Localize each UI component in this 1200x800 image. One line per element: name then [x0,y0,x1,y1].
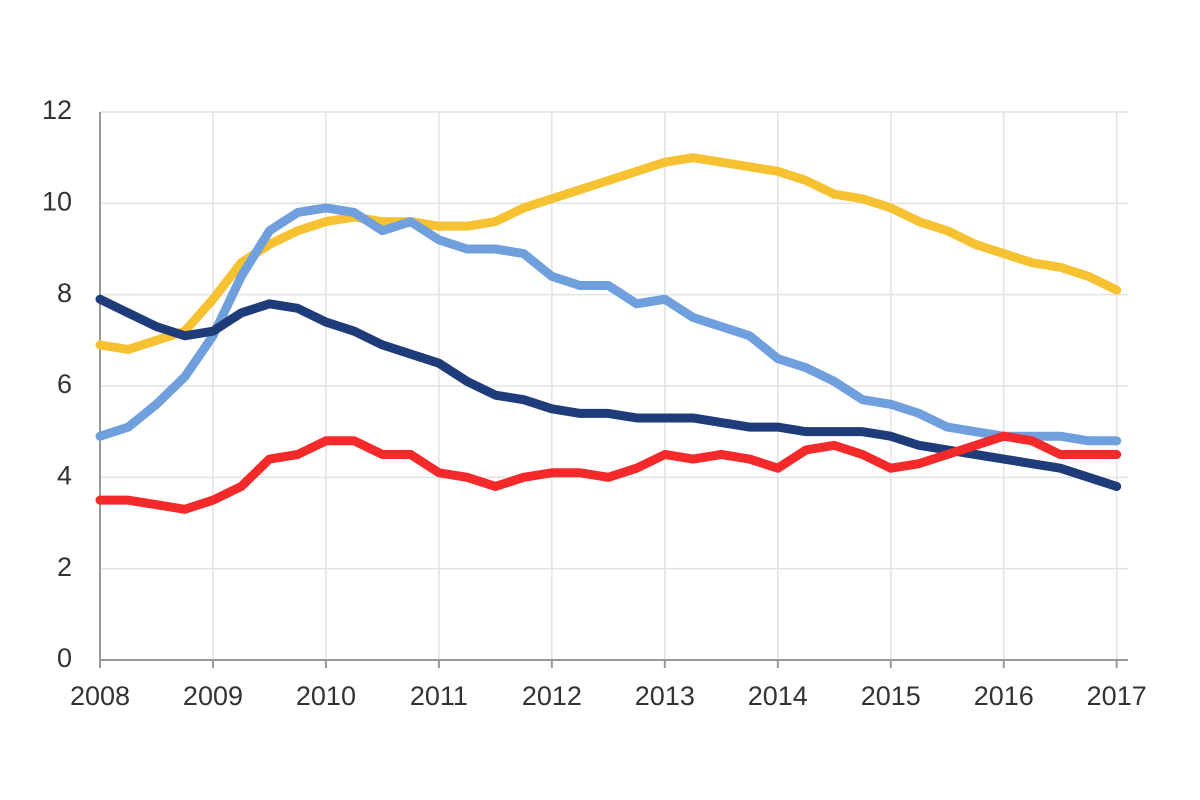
grid [99,111,1128,661]
x-tick-label: 2008 [70,681,130,711]
line-series [95,294,1122,491]
line-series [95,431,1122,514]
y-tick-label: 2 [57,552,72,582]
y-tick-label: 0 [57,643,72,673]
x-tick-label: 2017 [1087,681,1147,711]
x-tick-label: 2012 [522,681,582,711]
x-tick-label: 2016 [974,681,1034,711]
line-series [95,203,1122,446]
y-tick-label: 4 [57,460,72,490]
x-tick-label: 2013 [635,681,695,711]
line-series [95,153,1122,354]
y-tick-label: 10 [42,186,72,216]
x-tick-label: 2009 [183,681,243,711]
lines [95,153,1122,514]
y-tick-label: 8 [57,278,72,308]
y-tick-label: 12 [42,95,72,125]
x-tick-label: 2010 [296,681,356,711]
x-tick-label: 2015 [861,681,921,711]
y-tick-label: 6 [57,369,72,399]
x-tick-label: 2014 [748,681,808,711]
x-tick-label: 2011 [410,681,468,711]
